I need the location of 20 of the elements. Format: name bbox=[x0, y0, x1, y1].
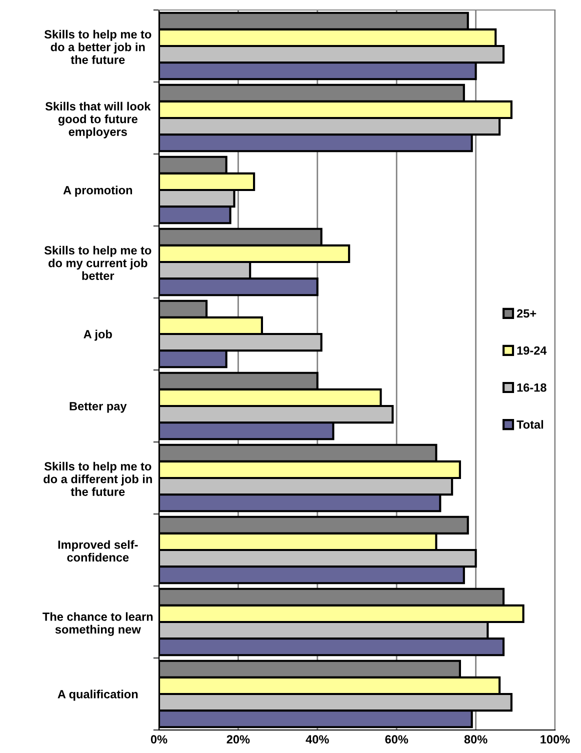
x-tick-label: 40% bbox=[306, 735, 329, 744]
y-tick-label: A promotion bbox=[63, 186, 132, 197]
legend-label: Total bbox=[516, 420, 544, 429]
x-tick-label: 100% bbox=[540, 735, 570, 744]
y-tick-label: Skills that will look good to future employers bbox=[45, 102, 151, 138]
x-tick-label: 60% bbox=[385, 735, 408, 744]
x-tick-label: 80% bbox=[464, 735, 488, 744]
y-tick-label: Better pay bbox=[70, 402, 127, 413]
y-tick-label: Skills to help me to do a different job in the future bbox=[44, 462, 152, 496]
legend-label: 16-18 bbox=[517, 383, 546, 392]
x-tick-label: 0% bbox=[150, 735, 168, 744]
y-tick-label: A job bbox=[84, 330, 112, 341]
x-tick-label: 20% bbox=[226, 735, 250, 744]
y-tick-label: Skills to help me to do a better job in the future bbox=[44, 30, 152, 64]
y-tick-label: A qualification bbox=[58, 690, 138, 701]
legend-label: 19-24 bbox=[517, 346, 547, 355]
legend-label: 25+ bbox=[516, 309, 536, 318]
y-tick-label: Skills to help me to do my current job better bbox=[44, 246, 152, 280]
y-tick-label: Improved self- confidence bbox=[58, 540, 138, 562]
y-tick-label: The chance to learn something new bbox=[42, 612, 153, 636]
